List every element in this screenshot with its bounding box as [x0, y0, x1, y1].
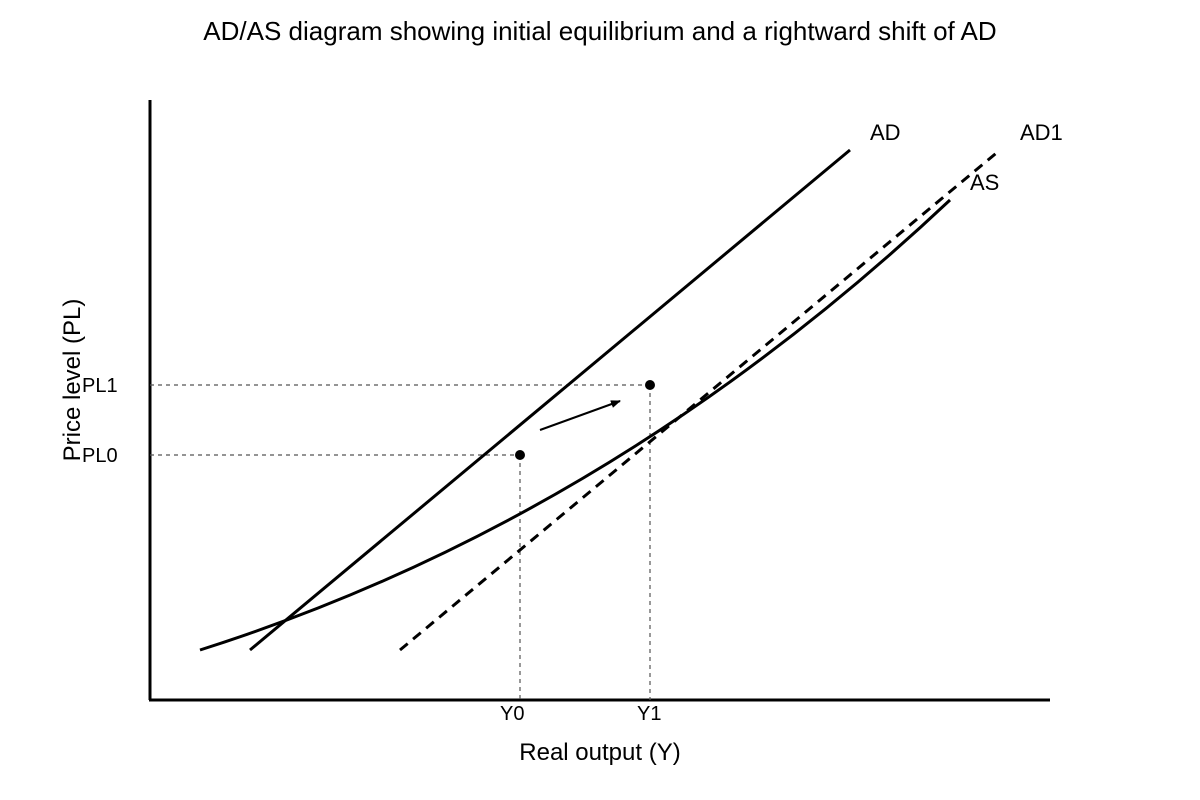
x-tick-y1: Y1: [637, 703, 661, 725]
diagram-title: AD/AS diagram showing initial equilibriu…: [203, 16, 996, 46]
as-label: AS: [970, 170, 999, 195]
ad-label: AD: [870, 120, 901, 145]
y-tick-pl1: PL1: [82, 375, 118, 397]
equilibrium-point-initial: [515, 450, 525, 460]
y-axis-title: Price level (PL): [59, 299, 86, 462]
ad-curve: [249, 148, 851, 652]
equilibrium-point-new: [645, 380, 655, 390]
y-tick-pl0: PL0: [82, 445, 118, 467]
ad1-label: AD1: [1020, 120, 1063, 145]
ad1-curve: [399, 148, 1001, 652]
x-axis-title: Real output (Y): [519, 739, 680, 766]
x-tick-y0: Y0: [500, 703, 524, 725]
shift-arrow: [539, 400, 621, 431]
as-curve: [199, 198, 952, 652]
